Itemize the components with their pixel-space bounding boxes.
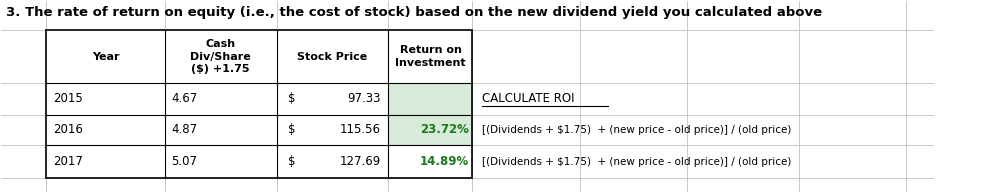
Text: 97.33: 97.33	[347, 92, 381, 105]
Bar	[46, 30, 473, 178]
Bar	[389, 115, 473, 145]
Text: 14.89%: 14.89%	[419, 155, 469, 168]
Text: $: $	[288, 155, 296, 168]
Bar	[46, 30, 473, 178]
Bar	[389, 115, 473, 145]
Text: CALCULATE ROI: CALCULATE ROI	[482, 92, 575, 105]
Text: Return on
Investment: Return on Investment	[396, 45, 466, 68]
Text: 5.07: 5.07	[171, 155, 197, 168]
Text: 2015: 2015	[52, 92, 82, 105]
Text: Cash
Div/Share
($) +1.75: Cash Div/Share ($) +1.75	[190, 39, 251, 74]
Text: [(Dividends + $1.75)  + (new price - old price)] / (old price): [(Dividends + $1.75) + (new price - old …	[482, 125, 791, 135]
Bar	[389, 83, 473, 115]
Text: 2017: 2017	[52, 155, 82, 168]
Text: 23.72%: 23.72%	[419, 123, 469, 136]
Bar	[389, 83, 473, 115]
Text: Stock Price: Stock Price	[298, 52, 368, 62]
Text: $: $	[288, 92, 296, 105]
Text: $: $	[288, 123, 296, 136]
Text: 4.87: 4.87	[171, 123, 197, 136]
Text: 4.67: 4.67	[171, 92, 198, 105]
Text: 3. The rate of return on equity (i.e., the cost of stock) based on the new divid: 3. The rate of return on equity (i.e., t…	[6, 6, 822, 19]
Text: 2016: 2016	[52, 123, 82, 136]
Text: [(Dividends + $1.75)  + (new price - old price)] / (old price): [(Dividends + $1.75) + (new price - old …	[482, 157, 791, 167]
Text: Year: Year	[92, 52, 119, 62]
Text: 115.56: 115.56	[340, 123, 381, 136]
Text: 127.69: 127.69	[340, 155, 381, 168]
